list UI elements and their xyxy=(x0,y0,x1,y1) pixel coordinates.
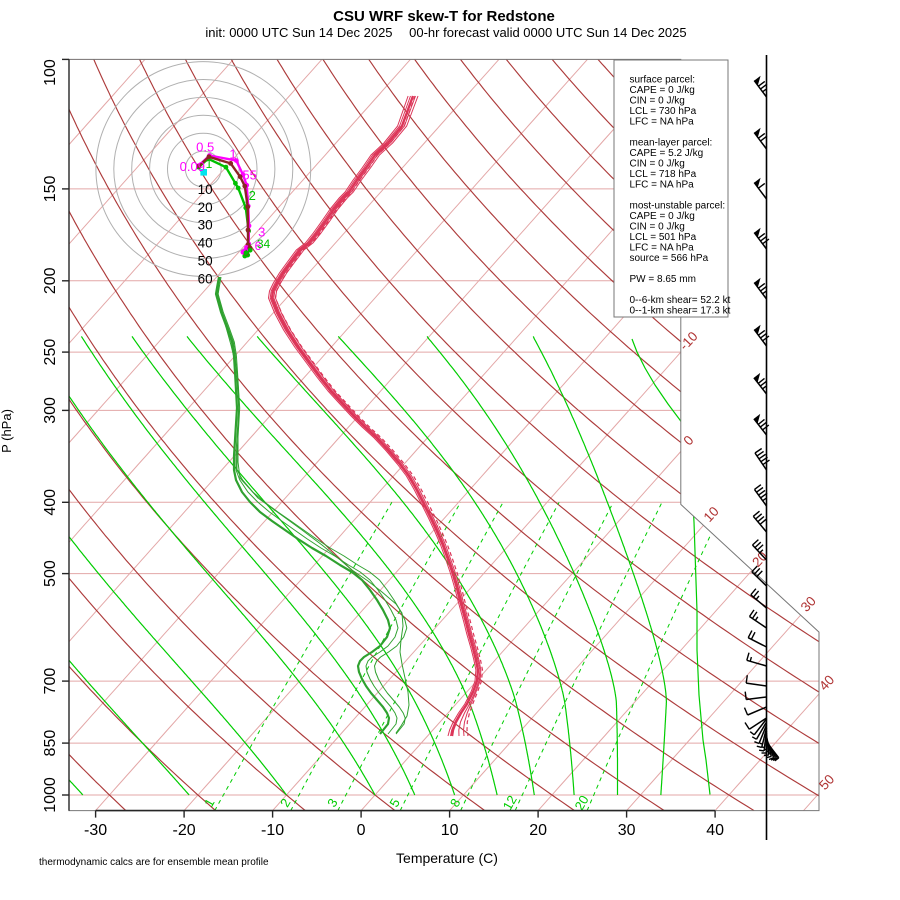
svg-text:34: 34 xyxy=(257,237,271,251)
svg-text:CAPE = 5.2 J/kg: CAPE = 5.2 J/kg xyxy=(630,148,704,159)
svg-text:1: 1 xyxy=(229,147,236,162)
svg-text:100: 100 xyxy=(42,59,59,86)
svg-text:0.5: 0.5 xyxy=(196,140,214,155)
svg-text:40: 40 xyxy=(816,672,837,693)
svg-text:CIN = 0 J/kg: CIN = 0 J/kg xyxy=(630,159,685,170)
svg-text:30: 30 xyxy=(798,593,819,614)
svg-text:10: 10 xyxy=(441,822,459,839)
svg-text:CSU WRF skew-T for Redstone: CSU WRF skew-T for Redstone xyxy=(333,8,555,25)
svg-text:10: 10 xyxy=(701,504,722,525)
svg-text:PW = 8.65 mm: PW = 8.65 mm xyxy=(630,274,696,285)
svg-text:-20: -20 xyxy=(173,822,196,839)
svg-text:surface parcel:: surface parcel: xyxy=(630,75,696,86)
svg-text:init: 0000 UTC Sun 14 Dec 2025: init: 0000 UTC Sun 14 Dec 2025 00-hr for… xyxy=(205,25,686,40)
svg-text:40: 40 xyxy=(706,822,724,839)
svg-text:LCL = 730 hPa: LCL = 730 hPa xyxy=(630,106,697,117)
svg-text:1000: 1000 xyxy=(42,777,59,813)
svg-text:LCL = 718 hPa: LCL = 718 hPa xyxy=(630,169,697,180)
svg-text:CIN = 0 J/kg: CIN = 0 J/kg xyxy=(630,222,685,233)
svg-text:30: 30 xyxy=(618,822,636,839)
svg-text:0--6-km shear= 52.2 kt: 0--6-km shear= 52.2 kt xyxy=(630,295,731,306)
svg-text:0.09: 0.09 xyxy=(180,159,205,174)
svg-text:40: 40 xyxy=(198,236,213,251)
svg-text:mean-layer parcel:: mean-layer parcel: xyxy=(630,138,713,149)
svg-text:850: 850 xyxy=(42,730,59,757)
svg-text:200: 200 xyxy=(42,267,59,294)
svg-text:thermodynamic calcs are for en: thermodynamic calcs are for ensemble mea… xyxy=(39,857,269,868)
svg-text:55: 55 xyxy=(242,168,256,183)
svg-text:LFC = NA hPa: LFC = NA hPa xyxy=(630,180,695,191)
svg-text:-10: -10 xyxy=(261,822,284,839)
svg-text:6: 6 xyxy=(255,239,262,253)
svg-text:2: 2 xyxy=(249,188,256,203)
svg-text:500: 500 xyxy=(42,560,59,587)
svg-text:CIN = 0 J/kg: CIN = 0 J/kg xyxy=(630,96,685,107)
svg-text:LCL = 501 hPa: LCL = 501 hPa xyxy=(630,232,697,243)
svg-text:0--1-km shear= 17.3 kt: 0--1-km shear= 17.3 kt xyxy=(630,306,731,317)
svg-text:20: 20 xyxy=(529,822,547,839)
svg-text:1: 1 xyxy=(206,157,213,171)
svg-text:CAPE = 0 J/kg: CAPE = 0 J/kg xyxy=(630,85,695,96)
svg-text:CAPE = 0 J/kg: CAPE = 0 J/kg xyxy=(630,211,695,222)
svg-text:250: 250 xyxy=(42,339,59,366)
svg-text:30: 30 xyxy=(198,218,213,233)
svg-text:3: 3 xyxy=(258,225,265,240)
svg-text:60: 60 xyxy=(198,271,213,286)
svg-text:P (hPa): P (hPa) xyxy=(0,409,14,453)
svg-text:50: 50 xyxy=(816,772,837,793)
svg-text:50: 50 xyxy=(198,254,213,269)
svg-text:20: 20 xyxy=(749,549,770,570)
svg-text:LFC = NA hPa: LFC = NA hPa xyxy=(630,243,695,254)
svg-text:400: 400 xyxy=(42,489,59,516)
svg-text:LFC = NA hPa: LFC = NA hPa xyxy=(630,117,695,128)
svg-text:-30: -30 xyxy=(84,822,107,839)
svg-text:12: 12 xyxy=(500,793,520,813)
svg-text:20: 20 xyxy=(571,793,591,813)
svg-text:most-unstable parcel:: most-unstable parcel: xyxy=(630,201,726,212)
svg-text:10: 10 xyxy=(198,182,213,197)
svg-text:700: 700 xyxy=(42,668,59,695)
svg-text:300: 300 xyxy=(42,397,59,424)
svg-text:Temperature (C): Temperature (C) xyxy=(396,850,498,866)
svg-text:source = 566 hPa: source = 566 hPa xyxy=(630,253,709,264)
svg-text:0: 0 xyxy=(357,822,366,839)
svg-text:20: 20 xyxy=(198,200,213,215)
svg-text:150: 150 xyxy=(42,175,59,202)
